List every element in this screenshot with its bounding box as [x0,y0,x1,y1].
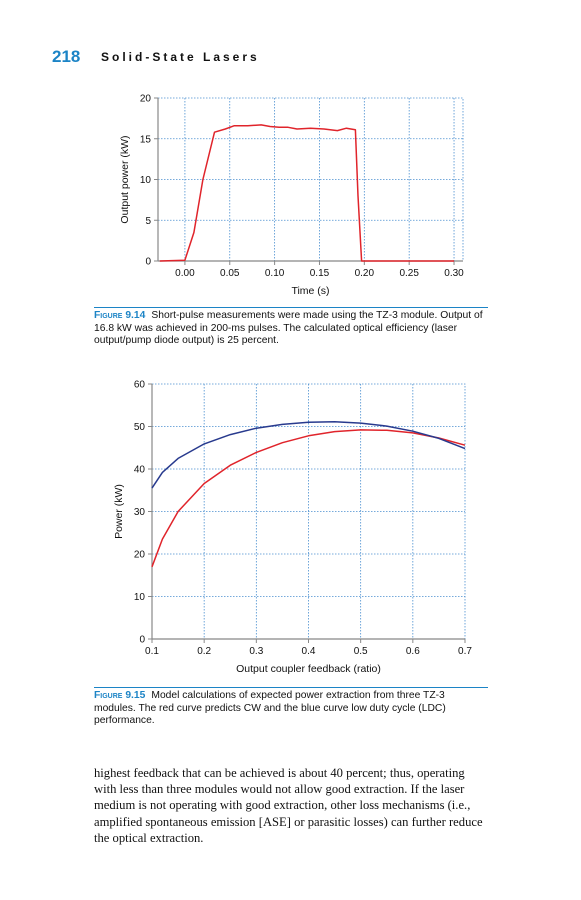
caption-text: Short-pulse measurements were made using… [94,310,483,346]
figure-label: Figure 9.15 [94,690,146,701]
x-tick-label: 0.6 [406,646,420,657]
x-tick-label: 0.2 [197,646,211,657]
running-title: Solid-State Lasers [101,50,260,64]
y-tick-label: 0 [145,257,151,268]
x-tick-label: 0.5 [354,646,368,657]
x-axis-title: Output coupler feedback (ratio) [236,663,381,675]
y-tick-label: 30 [134,507,146,518]
y-tick-label: 50 [134,422,146,433]
x-tick-label: 0.10 [265,268,285,279]
figure-9-14-caption: Figure 9.14 Short-pulse measurements were… [94,310,488,348]
x-tick-label: 0.7 [458,646,472,657]
y-tick-label: 10 [140,175,152,186]
series-line [151,421,466,489]
x-tick-label: 0.4 [302,646,316,657]
y-tick-label: 5 [145,216,151,227]
x-tick-label: 0.00 [175,268,195,279]
x-tick-label: 0.15 [310,268,330,279]
x-tick-label: 0.30 [444,268,464,279]
x-tick-label: 0.20 [355,268,375,279]
figure-label: Figure 9.14 [94,310,146,321]
y-axis-title: Power (kW) [113,484,125,539]
x-axis-title: Time (s) [291,285,329,297]
y-tick-label: 10 [134,592,146,603]
x-tick-label: 0.25 [399,268,419,279]
body-paragraph: highest feedback that can be achieved is… [94,766,483,845]
y-axis-title: Output power (kW) [119,135,131,223]
x-tick-label: 0.3 [249,646,263,657]
caption-rule [94,307,488,308]
y-tick-label: 20 [140,94,152,105]
figure-9-15-caption: Figure 9.15 Model calculations of expecte… [94,690,488,728]
y-tick-label: 40 [134,465,146,476]
y-tick-label: 60 [134,380,146,391]
figure-9-15-chart: 0 10 20 30 40 50 60 0.1 0.2 0.3 0.4 0.5 0.6 0.7 Output… [113,380,472,676]
figure-9-14-chart: 0 5 10 15 20 0.00 0.05 0.10 0.15 0.20 0.25 0.30 Time… [119,94,464,298]
caption-rule [94,687,488,688]
y-tick-label: 20 [134,550,146,561]
series-line [159,124,454,262]
x-tick-label: 0.1 [145,646,159,657]
y-tick-label: 0 [139,635,145,646]
x-tick-label: 0.05 [220,268,240,279]
page-number: 218 [52,47,81,66]
caption-text: Model calculations of expected power ext… [94,690,446,726]
series-line [151,429,466,568]
y-tick-label: 15 [140,134,152,145]
